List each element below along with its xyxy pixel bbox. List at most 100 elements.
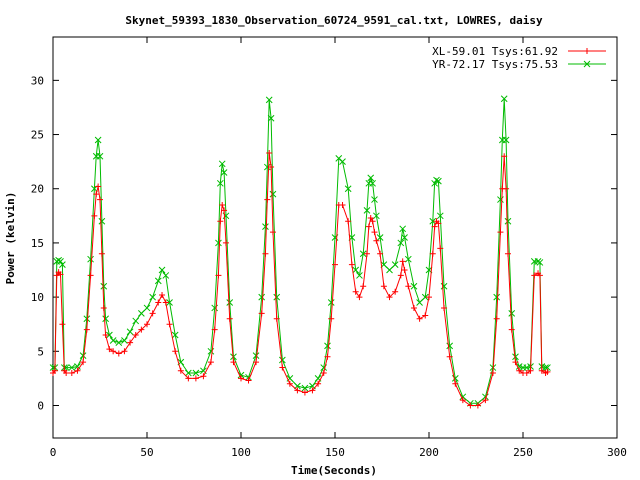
data-point [207, 347, 215, 355]
data-point [422, 312, 429, 319]
data-point [97, 196, 103, 203]
data-point [166, 299, 173, 306]
data-point [397, 272, 404, 279]
data-point [376, 234, 384, 241]
x-tick-label: 0 [50, 446, 57, 459]
data-point [309, 387, 316, 394]
y-tick-label: 5 [37, 345, 44, 358]
data-point [63, 369, 70, 376]
data-point [392, 288, 399, 295]
data-point [386, 266, 393, 274]
legend-label-1: YR-72.17 Tsys:75.53 [432, 58, 558, 71]
data-point [410, 304, 417, 311]
data-point [348, 261, 355, 268]
data-point [474, 402, 481, 409]
y-tick-label: 20 [31, 183, 44, 196]
data-point [230, 359, 237, 366]
data-point [433, 176, 440, 184]
data-point [53, 272, 60, 279]
data-point [100, 304, 107, 311]
data-point [426, 294, 432, 301]
data-point [531, 272, 538, 279]
data-point [352, 288, 359, 295]
data-point [51, 367, 58, 374]
y-tick-label: 25 [31, 129, 44, 142]
data-point [482, 393, 489, 401]
data-point [493, 293, 501, 301]
data-point [217, 218, 224, 225]
data-point [397, 239, 405, 247]
data-point [356, 272, 363, 279]
data-point [497, 229, 504, 236]
data-point [115, 350, 122, 357]
data-point [102, 332, 109, 339]
data-point [132, 332, 139, 339]
data-point [536, 272, 543, 279]
data-point [121, 337, 128, 344]
data-point [534, 257, 542, 265]
data-point [446, 342, 454, 350]
data-point [74, 367, 81, 374]
data-point [252, 352, 260, 359]
data-point [245, 377, 252, 384]
data-point [523, 364, 531, 371]
data-point [185, 375, 192, 382]
data-point [377, 250, 384, 257]
data-point [211, 326, 218, 333]
data-point [344, 185, 352, 193]
data-point [279, 356, 286, 364]
data-point [57, 271, 64, 278]
data-point [405, 283, 412, 290]
data-point [467, 402, 474, 409]
y-axis-title: Power (kelvin) [4, 192, 17, 285]
data-point [502, 136, 510, 144]
data-point [269, 190, 277, 198]
data-point [79, 352, 87, 359]
data-point [294, 387, 301, 394]
data-point [301, 389, 308, 396]
data-point [516, 367, 523, 374]
data-point [127, 339, 134, 346]
data-point [264, 196, 271, 203]
data-point [286, 380, 293, 387]
data-point [192, 369, 200, 377]
data-point [482, 397, 489, 404]
data-point [431, 179, 438, 187]
data-point [265, 96, 273, 104]
data-point [106, 346, 113, 353]
data-point [98, 250, 105, 257]
data-point [102, 315, 109, 323]
data-point [166, 321, 173, 328]
data-point [132, 317, 140, 325]
data-point [207, 359, 214, 366]
data-point [200, 373, 207, 380]
data-point [115, 339, 123, 346]
data-point [273, 315, 280, 322]
data-point [324, 353, 331, 360]
data-point [365, 223, 372, 230]
x-tick-label: 250 [513, 446, 533, 459]
data-point [367, 214, 374, 221]
data-point [512, 359, 519, 366]
data-point [504, 250, 511, 257]
series-layer [49, 95, 551, 409]
data-point [352, 266, 360, 274]
data-point [100, 282, 108, 290]
data-point [57, 257, 64, 265]
data-point [268, 164, 275, 171]
data-point [83, 326, 90, 333]
series-line-1 [53, 98, 548, 404]
data-point [216, 179, 224, 187]
data-point [536, 259, 544, 266]
data-point [215, 272, 222, 279]
x-tick-label: 300 [607, 446, 627, 459]
data-point [503, 185, 510, 192]
data-point [367, 174, 375, 182]
x-axis-title: Time(Seconds) [291, 464, 377, 477]
data-point [501, 153, 508, 160]
legend-marker-1 [583, 60, 591, 68]
data-point [222, 239, 229, 246]
data-point [527, 367, 534, 374]
data-point [369, 179, 376, 187]
data-point [373, 212, 380, 220]
